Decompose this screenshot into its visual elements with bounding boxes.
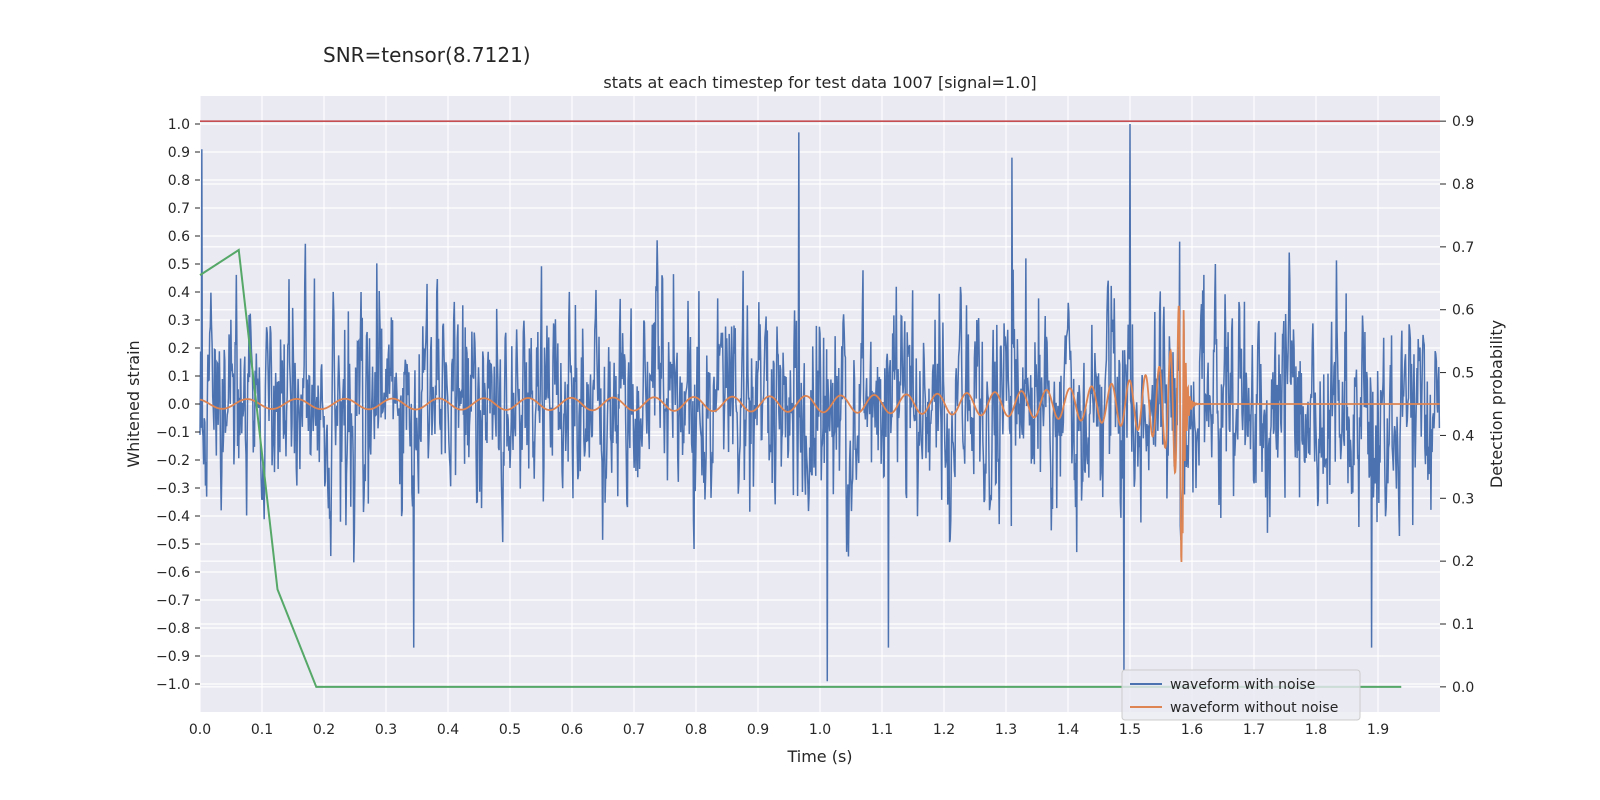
y-axis-label-right: Detection probability	[1487, 320, 1506, 488]
x-tick-label: 0.5	[499, 722, 521, 738]
x-tick-label: 0.7	[623, 722, 645, 738]
x-tick-label: 1.4	[1057, 722, 1079, 738]
chart-title: stats at each timestep for test data 100…	[603, 73, 1036, 92]
y-tick-label-right: 0.7	[1452, 240, 1474, 256]
y-tick-label-right: 0.9	[1452, 114, 1474, 130]
x-tick-labels: 0.0 0.1 0.2 0.3 0.4 0.5 0.6 0.7 0.8 0.9 1.0 1.1 1.2 1…	[189, 722, 1389, 738]
y-tick-label-left: −0.2	[156, 453, 190, 469]
x-tick-label: 0.9	[747, 722, 769, 738]
x-tick-label: 1.0	[809, 722, 831, 738]
y-tick-label-left: −0.6	[156, 565, 190, 581]
y-tick-labels-left: 1.0 0.9 0.8 0.7 0.6 0.5 0.4 0.3 0.2 0.1 0.0 −0.1 −0.…	[156, 117, 200, 693]
series-waveform-with-noise	[199, 123, 1441, 682]
y-tick-label-right: 0.3	[1452, 491, 1474, 507]
y-tick-labels-right: 0.9 0.8 0.7 0.6 0.5 0.4 0.3 0.2 0.1 0.0	[1440, 114, 1474, 696]
x-axis-label: Time (s)	[786, 747, 852, 766]
y-tick-label-left: 0.7	[168, 201, 190, 217]
y-tick-label-left: 0.4	[168, 285, 190, 301]
x-tick-label: 1.6	[1181, 722, 1203, 738]
y-tick-label-right: 0.0	[1452, 680, 1474, 696]
y-tick-label-left: −0.9	[156, 649, 190, 665]
y-tick-label-left: −0.5	[156, 537, 190, 553]
y-tick-label-left: 0.1	[168, 369, 190, 385]
y-tick-label-left: −0.8	[156, 621, 190, 637]
x-tick-label: 0.4	[437, 722, 459, 738]
y-tick-label-right: 0.6	[1452, 303, 1474, 319]
x-tick-label: 1.7	[1243, 722, 1265, 738]
y-tick-label-left: 0.8	[168, 173, 190, 189]
x-tick-label: 0.0	[189, 722, 211, 738]
legend-box	[1121, 669, 1361, 721]
x-tick-label: 1.5	[1119, 722, 1141, 738]
y-tick-label-right: 0.4	[1452, 428, 1474, 444]
x-tick-label: 1.8	[1305, 722, 1327, 738]
x-tick-label: 0.6	[561, 722, 583, 738]
chart-suptitle: SNR=tensor(8.7121)	[323, 43, 531, 67]
y-tick-label-left: 0.3	[168, 313, 190, 329]
x-tick-label: 0.3	[375, 722, 397, 738]
y-tick-label-right: 0.5	[1452, 366, 1474, 382]
x-tick-label: 1.9	[1367, 722, 1389, 738]
legend: waveform with noise waveform without noi…	[1121, 669, 1361, 721]
y-tick-label-left: −1.0	[156, 677, 190, 693]
series-layer	[199, 120, 1441, 688]
legend-label-clean: waveform without noise	[1170, 700, 1338, 716]
legend-label-noise: waveform with noise	[1170, 677, 1315, 693]
x-tick-label: 0.8	[685, 722, 707, 738]
y-tick-label-left: −0.1	[156, 425, 190, 441]
x-tick-label: 1.1	[871, 722, 893, 738]
y-tick-label-left: 0.5	[168, 257, 190, 273]
y-tick-label-right: 0.2	[1452, 554, 1474, 570]
y-tick-label-left: −0.3	[156, 481, 190, 497]
x-tick-label: 1.2	[933, 722, 955, 738]
y-tick-label-left: −0.7	[156, 593, 190, 609]
x-tick-label: 0.2	[313, 722, 335, 738]
x-tick-label: 1.3	[995, 722, 1017, 738]
y-tick-label-right: 0.1	[1452, 617, 1474, 633]
y-tick-label-left: 1.0	[168, 117, 190, 133]
x-tick-label: 0.1	[251, 722, 273, 738]
y-tick-label-left: 0.0	[168, 397, 190, 413]
series-detection-probability	[199, 248, 1402, 688]
y-tick-label-left: 0.6	[168, 229, 190, 245]
y-tick-label-left: −0.4	[156, 509, 190, 525]
y-tick-label-right: 0.8	[1452, 177, 1474, 193]
y-axis-label-left: Whitened strain	[124, 340, 143, 467]
y-tick-label-left: 0.2	[168, 341, 190, 357]
series-waveform-without-noise	[199, 305, 1440, 562]
y-tick-label-left: 0.9	[168, 145, 190, 161]
